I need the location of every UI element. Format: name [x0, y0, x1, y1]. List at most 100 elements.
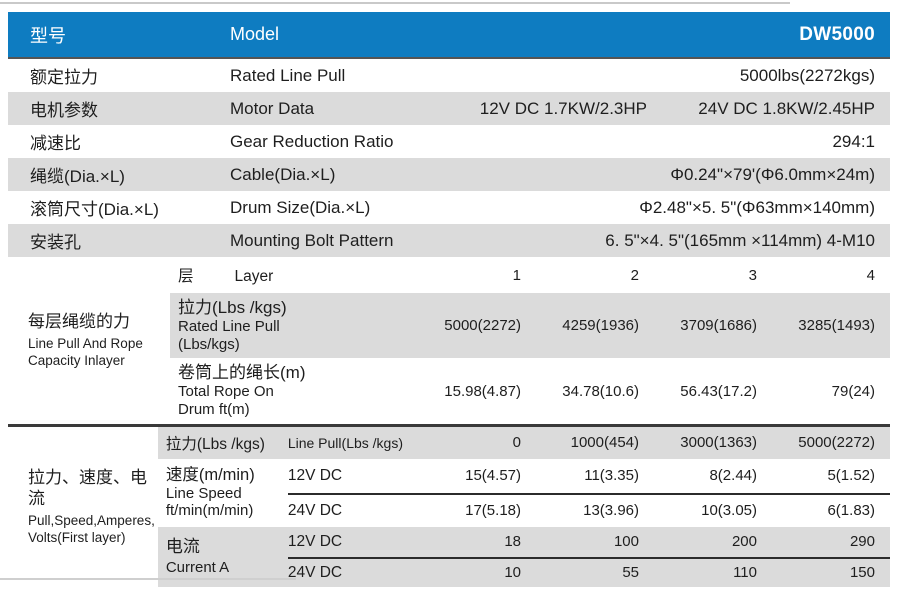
speed-value: 5(1.52) [827, 467, 875, 485]
layer-label-zh: 层 [178, 268, 194, 285]
voltage-label: 12V DC [287, 532, 343, 550]
pull-value: 5000(2272) [444, 317, 521, 335]
top-rule [0, 2, 790, 4]
row-label-zh: 拉力(Lbs /kgs) [165, 435, 265, 453]
motor-24v-value: 24V DC 1.8KW/2.45HP [698, 98, 875, 118]
row-label-en: Drum Size(Dia.×L) [230, 197, 371, 217]
spec-row-drum-size: 滚筒尺寸(Dia.×L) Drum Size(Dia.×L) Φ2.48"×5.… [8, 191, 890, 224]
current-value: 110 [733, 564, 757, 582]
row-label-zh: 安装孔 [30, 233, 81, 252]
rope-on-drum-row: 卷筒上的绳长(m) Total Rope On Drum ft(m) 15.98… [170, 358, 890, 423]
row-value: 6. 5"×4. 5"(165mm ×114mm) 4-M10 [605, 230, 875, 250]
pull-value: 3285(1493) [798, 317, 875, 335]
row-label-en: Mounting Bolt Pattern [230, 230, 394, 250]
row-value: 294:1 [832, 131, 875, 151]
line-pull-value: 0 [512, 434, 521, 452]
group-label-zh: 速度(m/min) [165, 466, 255, 485]
voltage-label: 24V DC [287, 501, 343, 519]
row-label-en: Line Pull(Lbs /kgs) [287, 434, 403, 451]
row-value: Φ0.24"×79'(Φ6.0mm×24m) [670, 164, 875, 184]
row-value: 5000lbs(2272kgs) [739, 65, 875, 85]
pull-value: 3709(1686) [680, 317, 757, 335]
row-label-en: Motor Data [230, 98, 315, 118]
bottom-rule [0, 578, 296, 580]
current-value: 55 [622, 564, 639, 582]
section-divider [8, 423, 890, 427]
performance-section: 拉力、速度、电流 Pull,Speed,Amperes, Volts(First… [8, 426, 890, 587]
spec-row-rated-line-pull: 额定拉力 Rated Line Pull 5000lbs(2272kgs) [8, 59, 890, 92]
group-label-zh: 电流 [165, 537, 200, 557]
motor-12v-value: 12V DC 1.7KW/2.3HP [479, 98, 647, 118]
current-group: 电流 Current A 12V DC 18 100 200 290 24V D… [157, 526, 890, 587]
speed-12v-row: 12V DC 15(4.57) 11(3.35) 8(2.44) 5(1.52) [288, 459, 890, 493]
line-pull-value: 1000(454) [570, 434, 639, 452]
line-pull-value: 5000(2272) [798, 434, 875, 452]
rope-value: 15.98(4.87) [444, 382, 521, 400]
header-label-en: Model [230, 24, 280, 44]
row-label-en: Rated Line Pull [178, 318, 280, 336]
speed-value: 17(5.18) [465, 502, 521, 520]
performance-section-label: 拉力、速度、电流 Pull,Speed,Amperes, Volts(First… [8, 427, 158, 587]
speed-value: 8(2.44) [709, 467, 757, 485]
current-value: 18 [504, 533, 521, 551]
line-pull-row: 拉力(Lbs /kgs) Line Pull(Lbs /kgs) 0 1000(… [157, 426, 890, 459]
header-underline [8, 57, 890, 59]
layer-sub-table: 层 Layer 1 2 3 4 拉力(Lbs /kgs) Rated Line P… [170, 257, 890, 424]
row-label-zh: 电机参数 [30, 101, 98, 120]
group-label-en: Current A [165, 558, 230, 576]
row-label-zh: 拉力(Lbs /kgs) [178, 298, 287, 317]
section-label-en: Pull,Speed,Amperes, [28, 512, 155, 528]
current-value: 290 [849, 533, 875, 551]
row-label-zh: 滚筒尺寸(Dia.×L) [30, 200, 159, 219]
row-label-zh: 卷筒上的绳长(m) [178, 363, 306, 383]
header-label-zh: 型号 [30, 25, 66, 46]
voltage-label: 24V DC [287, 563, 343, 581]
spec-row-gear-ratio: 减速比 Gear Reduction Ratio 294:1 [8, 125, 890, 158]
row-label-en: Drum ft(m) [178, 401, 250, 419]
layer-col: 4 [866, 266, 875, 284]
section-label-en: Line Pull And Rope [28, 335, 143, 351]
spec-row-mounting-bolt: 安装孔 Mounting Bolt Pattern 6. 5"×4. 5"(16… [8, 224, 890, 257]
line-speed-group: 速度(m/min) Line Speed ft/min(m/min) 12V D… [158, 459, 890, 527]
line-pull-value: 3000(1363) [680, 434, 757, 452]
layer-label-en: Layer [234, 268, 274, 285]
group-label-en: Line Speed [165, 485, 242, 503]
row-label-zh: 额定拉力 [30, 68, 98, 87]
table-header-row: 型号 Model DW5000 [8, 12, 890, 57]
pull-value: 4259(1936) [562, 317, 639, 335]
row-label-en: Total Rope On [178, 383, 274, 401]
current-value: 200 [731, 533, 757, 551]
row-value: Φ2.48"×5. 5"(Φ63mm×140mm) [639, 197, 875, 217]
layer-col: 1 [512, 266, 521, 284]
layer-section-label: 每层绳缆的力 Line Pull And Rope Capacity Inlay… [8, 257, 170, 424]
speed-value: 15(4.57) [465, 467, 521, 485]
layer-capacity-section: 每层绳缆的力 Line Pull And Rope Capacity Inlay… [8, 257, 890, 424]
row-label-zh: 绳缆(Dia.×L) [30, 167, 125, 186]
current-value: 10 [504, 564, 521, 582]
speed-value: 11(3.35) [584, 467, 639, 485]
row-label-en: Gear Reduction Ratio [230, 131, 394, 151]
row-label-zh: 减速比 [30, 134, 81, 153]
spec-table: 型号 Model DW5000 额定拉力 Rated Line Pull 500… [8, 12, 890, 587]
section-label-zh: 每层绳缆的力 [28, 312, 130, 332]
row-label-en: Rated Line Pull [230, 65, 346, 85]
row-label-en: (Lbs/kgs) [178, 335, 240, 353]
voltage-label: 12V DC [287, 466, 343, 484]
speed-value: 6(1.83) [827, 502, 875, 520]
layer-col: 3 [748, 266, 757, 284]
section-label-zh: 拉力、速度、电流 [28, 468, 147, 509]
spec-row-cable: 绳缆(Dia.×L) Cable(Dia.×L) Φ0.24"×79'(Φ6.0… [8, 158, 890, 191]
spec-row-motor-data: 电机参数 Motor Data 12V DC 1.7KW/2.3HP 24V D… [8, 92, 890, 125]
performance-sub-table: 拉力(Lbs /kgs) Line Pull(Lbs /kgs) 0 1000(… [157, 426, 890, 587]
current-value: 150 [849, 564, 875, 582]
section-label-en: Capacity Inlayer [28, 352, 125, 368]
layer-header-row: 层 Layer 1 2 3 4 [170, 257, 890, 293]
rope-value: 56.43(17.2) [680, 382, 757, 400]
current-12v-row: 12V DC 18 100 200 290 [288, 527, 890, 557]
model-value: DW5000 [799, 23, 875, 45]
rope-value: 79(24) [831, 382, 875, 400]
speed-value: 10(3.05) [701, 502, 757, 520]
layer-col: 2 [630, 266, 639, 284]
current-value: 100 [613, 533, 639, 551]
